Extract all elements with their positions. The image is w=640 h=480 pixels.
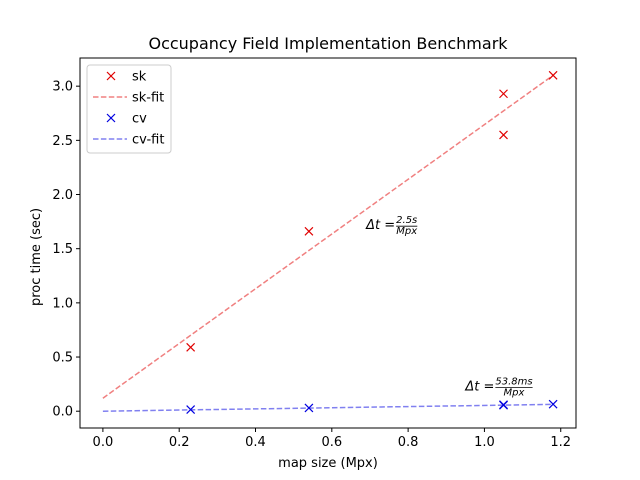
- x-tick-label: 1.2: [550, 435, 571, 450]
- data-point-cv: [304, 403, 314, 413]
- x-tick-label: 0.8: [398, 435, 419, 450]
- y-tick-label: 1.5: [52, 242, 73, 257]
- annotation-numerator: 53.8ms: [495, 377, 532, 388]
- data-point-cv: [186, 405, 196, 415]
- annotation-prefix: Δt =: [464, 380, 494, 395]
- x-tick-label: 0.4: [245, 435, 266, 450]
- chart-title: Occupancy Field Implementation Benchmark: [148, 34, 508, 53]
- x-axis: 0.0 0.2 0.4 0.6 0.8 1.0 1.2: [93, 428, 571, 450]
- x-tick-label: 0.0: [93, 435, 114, 450]
- legend-entry-cv: cv: [106, 112, 147, 127]
- legend-box: [86, 64, 172, 154]
- data-point-sk: [548, 70, 558, 80]
- y-tick-label: 2.5: [52, 134, 73, 149]
- series-line-cv-fit: [102, 403, 554, 412]
- legend-marker: [106, 113, 116, 123]
- y-tick-label: 3.0: [52, 80, 73, 95]
- y-tick-label: 0.5: [52, 351, 73, 366]
- annotation-denominator: Mpx: [504, 388, 525, 399]
- legend-entry-cv-fit: cv-fit: [93, 133, 164, 148]
- x-tick-label: 0.2: [169, 435, 190, 450]
- annotation-numerator: 2.5s: [396, 215, 417, 226]
- y-tick-label: 1.0: [52, 296, 73, 311]
- x-tick-label: 0.6: [321, 435, 342, 450]
- legend-label: sk: [132, 70, 147, 85]
- legend-label: cv: [132, 112, 147, 127]
- plot-area: [102, 70, 558, 415]
- annotation-prefix: Δt =: [365, 218, 395, 233]
- data-point-cv: [499, 400, 508, 410]
- plot-frame: [79, 57, 577, 429]
- data-point-cv: [548, 399, 558, 409]
- data-point-sk: [499, 130, 508, 140]
- y-tick-label: 0.0: [52, 405, 73, 420]
- legend-marker: [106, 71, 116, 81]
- legend-label: sk-fit: [132, 91, 164, 106]
- data-point-sk: [304, 226, 314, 236]
- x-axis-label: map size (Mpx): [278, 456, 378, 471]
- series-line-sk-fit: [102, 74, 554, 399]
- annotation-denominator: Mpx: [396, 226, 417, 237]
- legend-label: cv-fit: [132, 133, 164, 148]
- legend-entry-sk: sk: [106, 70, 147, 85]
- data-point-sk: [499, 89, 508, 99]
- x-tick-label: 1.0: [474, 435, 495, 450]
- y-axis-label: proc time (sec): [29, 208, 44, 306]
- legend: sk sk-fit cv cv-fit: [86, 64, 172, 154]
- y-axis: 0.0 0.5 1.0 1.5 2.0 2.5 3.0: [52, 80, 80, 420]
- legend-entry-sk-fit: sk-fit: [93, 91, 164, 106]
- y-tick-label: 2.0: [52, 188, 73, 203]
- data-point-sk: [186, 342, 196, 352]
